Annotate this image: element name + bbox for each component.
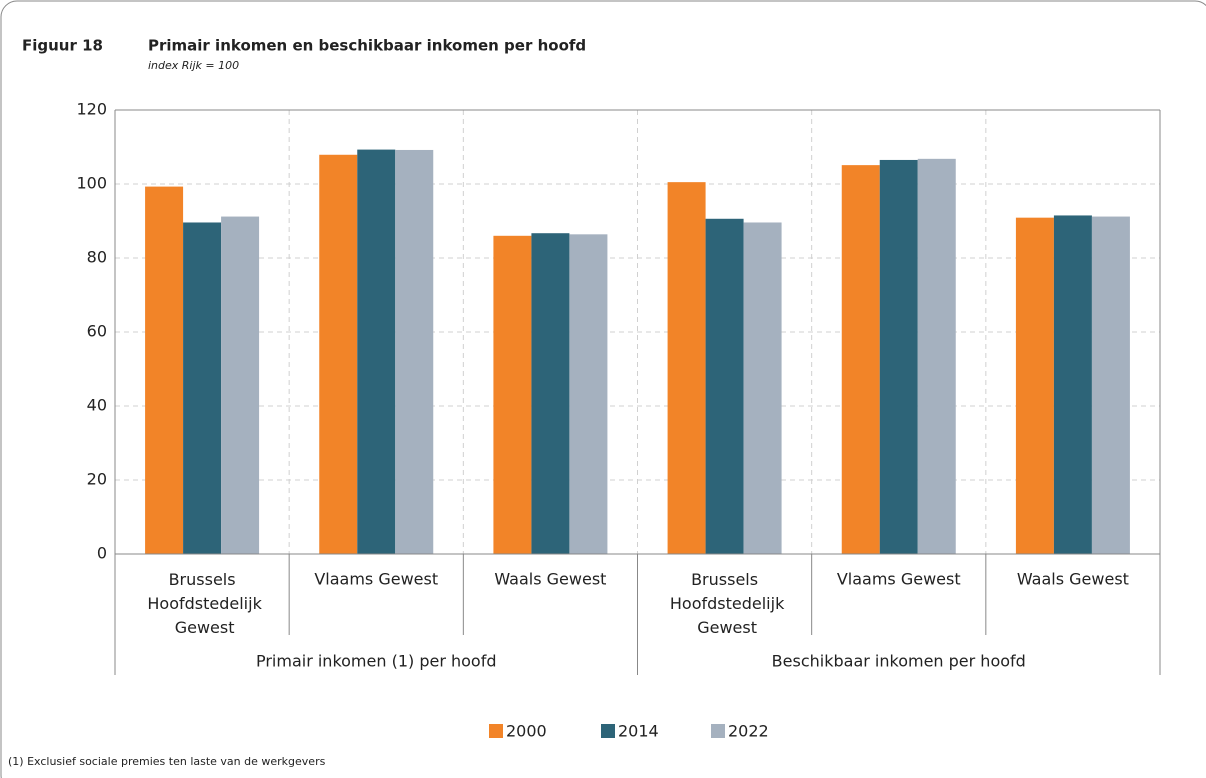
x-tick-label: Vlaams Gewest: [837, 570, 961, 589]
group-label: Primair inkomen (1) per hoofd: [256, 652, 497, 671]
bar: [183, 222, 222, 555]
y-tick-label: 100: [76, 174, 107, 193]
chart-subtitle: index Rijk = 100: [148, 59, 239, 72]
bar: [319, 154, 358, 554]
bar: [569, 234, 608, 554]
bar: [667, 182, 706, 554]
y-tick-label: 0: [97, 544, 107, 563]
bar: [705, 218, 744, 554]
figure-label: Figuur 18: [22, 37, 103, 55]
legend-label: 2022: [728, 722, 769, 741]
bar: [395, 149, 434, 554]
y-tick-label: 40: [87, 396, 107, 415]
bar: [1091, 216, 1130, 554]
y-tick-label: 60: [87, 322, 107, 341]
bar: [357, 149, 396, 554]
bar: [1053, 215, 1092, 554]
bar: [1015, 217, 1054, 555]
legend-label: 2000: [506, 722, 547, 741]
bar: [841, 165, 880, 554]
chart-title: Primair inkomen en beschikbaar inkomen p…: [148, 37, 586, 55]
footnote: (1) Exclusief sociale premies ten laste …: [8, 755, 326, 768]
x-tick-label: Brussels Hoofdstedelijk Gewest: [665, 570, 785, 637]
legend-swatch: [489, 724, 503, 738]
group-label: Beschikbaar inkomen per hoofd: [772, 652, 1026, 671]
legend-label: 2014: [618, 722, 659, 741]
y-tick-label: 80: [87, 248, 107, 267]
legend-swatch: [711, 724, 725, 738]
x-tick-label: Brussels Hoofdstedelijk Gewest: [142, 570, 262, 637]
legend-swatch: [601, 724, 615, 738]
x-tick-label: Waals Gewest: [1017, 570, 1129, 589]
bar: [879, 159, 918, 554]
x-tick-label: Waals Gewest: [494, 570, 606, 589]
bar: [917, 158, 956, 554]
bar: [221, 216, 260, 554]
bar: [145, 186, 184, 554]
bar: [531, 233, 570, 554]
y-tick-label: 20: [87, 470, 107, 489]
y-tick-label: 120: [76, 100, 107, 119]
x-tick-label: Vlaams Gewest: [314, 570, 438, 589]
bar: [493, 235, 532, 555]
bar: [743, 222, 782, 555]
